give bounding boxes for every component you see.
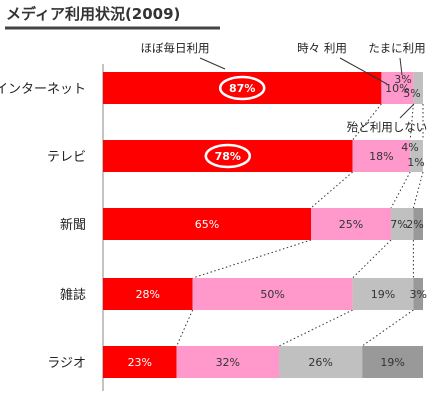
bar-segment — [413, 278, 423, 310]
legend-label: たまに利用 — [368, 41, 425, 55]
bar-segment — [352, 278, 414, 310]
connector-line — [278, 309, 353, 347]
bar-segment — [352, 140, 411, 172]
legend-leader-line — [399, 103, 415, 119]
category-label: 雑誌 — [60, 287, 86, 303]
legend-leader-line — [399, 57, 403, 76]
data-label: 26% — [308, 356, 332, 369]
legend-leader-line — [199, 57, 226, 70]
data-label: 87% — [229, 82, 255, 95]
data-label: 2% — [406, 218, 423, 231]
data-label: 4% — [401, 141, 418, 154]
bar-segment — [279, 346, 363, 378]
data-label: 50% — [260, 288, 284, 301]
data-label: 78% — [215, 150, 241, 163]
bars: 87% 10%3%5%78% 18%4%1%65% 25% 7%2%28% 50% 19% 3… — [103, 72, 427, 378]
highlight-ellipse — [204, 143, 252, 169]
data-label: 18% — [369, 150, 393, 163]
connector-lines — [176, 103, 424, 347]
data-label: 3% — [409, 288, 426, 301]
bar-segment — [413, 208, 423, 240]
connector-line — [310, 171, 353, 209]
category-label: テレビ — [47, 150, 86, 165]
data-label: 65% — [195, 218, 219, 231]
legend-label: 殆ど利用しない — [347, 120, 428, 134]
bar-segment — [103, 346, 177, 378]
connector-line — [352, 239, 392, 279]
legend-label: ほぼ毎日利用 — [141, 41, 210, 55]
connector-line — [176, 309, 194, 347]
data-label: 19% — [371, 288, 395, 301]
bar-segment — [176, 346, 279, 378]
bar-segment — [103, 208, 311, 240]
bar-segment — [311, 208, 391, 240]
data-label: 23% — [128, 356, 152, 369]
data-label: 19% — [380, 356, 404, 369]
data-label: 28% — [136, 288, 160, 301]
bar-segment — [391, 208, 414, 240]
bar-segment — [103, 278, 193, 310]
connector-line — [192, 239, 312, 279]
connector-line — [361, 309, 414, 347]
connector-line — [390, 171, 411, 209]
category-label: ラジオ — [47, 356, 86, 371]
bar-segment — [410, 140, 423, 172]
data-label: 32% — [216, 356, 240, 369]
bar-segment — [413, 72, 423, 104]
legend-leader-line — [339, 57, 388, 85]
legend-label: 時々 利用 — [297, 41, 347, 55]
highlight-callouts — [204, 75, 266, 169]
bar-segment — [381, 72, 414, 104]
bar-segment — [192, 278, 353, 310]
category-label: 新聞 — [60, 217, 86, 233]
data-label: 25% — [339, 218, 363, 231]
data-label: 5% — [403, 87, 420, 100]
bar-segment — [362, 346, 423, 378]
connector-line — [412, 171, 424, 209]
data-label: 1% — [407, 156, 424, 169]
data-label: 3% — [394, 73, 411, 86]
chart-title: メディア利用状況(2009) — [6, 5, 180, 23]
data-label: 10% — [385, 82, 409, 95]
highlight-ellipse — [218, 75, 266, 101]
category-label: インターネット — [0, 82, 86, 97]
data-label: 7% — [390, 218, 407, 231]
